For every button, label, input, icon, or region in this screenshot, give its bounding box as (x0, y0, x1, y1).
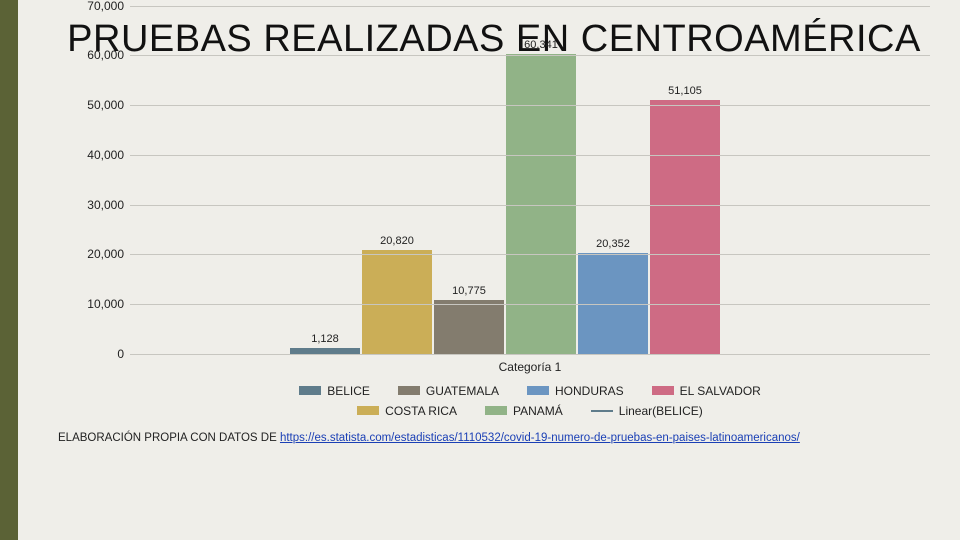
legend-swatch (485, 406, 507, 415)
legend-label: COSTA RICA (385, 404, 457, 418)
y-tick: 20,000 (87, 247, 124, 261)
gridline (130, 155, 930, 156)
y-tick: 50,000 (87, 98, 124, 112)
legend-item: EL SALVADOR (652, 384, 761, 398)
x-axis-label: Categoría 1 (130, 360, 930, 374)
plot-area: 1,12820,82010,77560,34120,35251,105 (130, 6, 930, 354)
bar-value-label: 51,105 (668, 85, 702, 97)
legend-label: BELICE (327, 384, 370, 398)
y-tick: 60,000 (87, 48, 124, 62)
y-tick: 0 (117, 347, 124, 361)
y-tick: 30,000 (87, 198, 124, 212)
legend-item: COSTA RICA (357, 404, 457, 418)
legend-label: PANAMÁ (513, 404, 563, 418)
legend-item: HONDURAS (527, 384, 624, 398)
y-axis: 010,00020,00030,00040,00050,00060,00070,… (58, 6, 130, 354)
gridline (130, 6, 930, 7)
y-tick: 40,000 (87, 148, 124, 162)
legend-item: GUATEMALA (398, 384, 499, 398)
gridline (130, 205, 930, 206)
chart: 010,00020,00030,00040,00050,00060,00070,… (58, 6, 930, 354)
source-link[interactable]: https://es.statista.com/estadisticas/111… (280, 432, 800, 444)
legend-label: GUATEMALA (426, 384, 499, 398)
y-tick: 70,000 (87, 0, 124, 13)
legend-swatch (357, 406, 379, 415)
bar-value-label: 10,775 (452, 285, 486, 297)
legend-item: BELICE (299, 384, 370, 398)
legend-item: PANAMÁ (485, 404, 563, 418)
legend-swatch (299, 386, 321, 395)
legend-swatch (652, 386, 674, 395)
bar-value-label: 1,128 (311, 333, 339, 345)
gridline (130, 105, 930, 106)
bars-area: 1,12820,82010,77560,34120,35251,105 (130, 6, 930, 354)
legend-swatch (591, 410, 613, 412)
legend: BELICE GUATEMALA HONDURAS EL SALVADOR COSTA … (130, 384, 930, 418)
accent-strip (0, 0, 18, 540)
bar-value-label: 60,341 (524, 39, 558, 51)
bar-guatemala: 10,775 (434, 300, 504, 354)
bar-costa-rica: 20,820 (362, 250, 432, 354)
legend-label: HONDURAS (555, 384, 624, 398)
legend-swatch (398, 386, 420, 395)
legend-item: Linear(BELICE) (591, 404, 703, 418)
source-prefix: ELABORACIÓN PROPIA CON DATOS DE (58, 432, 280, 444)
y-tick: 10,000 (87, 297, 124, 311)
gridline (130, 304, 930, 305)
gridline (130, 55, 930, 56)
bar-el-salvador: 51,105 (650, 100, 720, 354)
legend-swatch (527, 386, 549, 395)
source-line: ELABORACIÓN PROPIA CON DATOS DE https://… (58, 432, 930, 444)
legend-label: EL SALVADOR (680, 384, 761, 398)
gridline (130, 354, 930, 355)
gridline (130, 254, 930, 255)
bar-value-label: 20,820 (380, 235, 414, 247)
bar-value-label: 20,352 (596, 238, 630, 250)
page: PRUEBAS REALIZADAS EN CENTROAMÉRICA 010,… (18, 0, 960, 540)
legend-label: Linear(BELICE) (619, 404, 703, 418)
